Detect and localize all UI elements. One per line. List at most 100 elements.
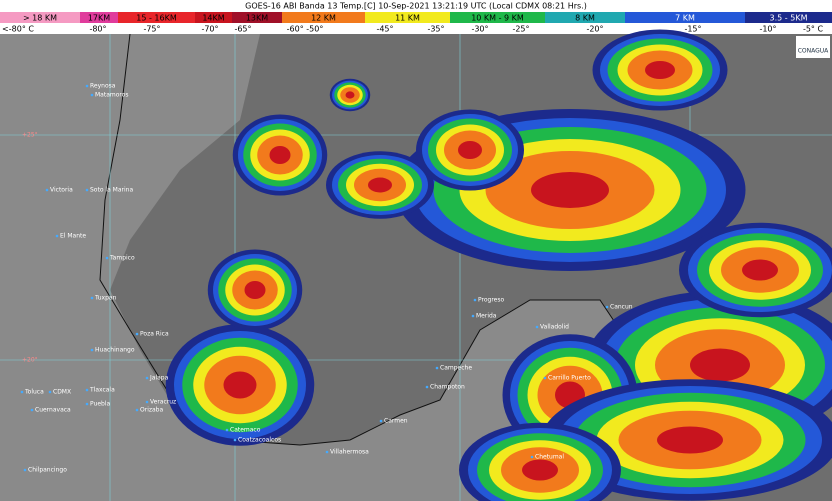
city-label: Reynosa bbox=[90, 83, 116, 90]
city-marker bbox=[425, 385, 429, 389]
temperature-label: -70° bbox=[201, 25, 218, 34]
coastline bbox=[99, 33, 621, 446]
city-label: Tlaxcala bbox=[89, 387, 115, 394]
temperature-label: -35° bbox=[427, 25, 444, 34]
legend-label: 11 KM bbox=[395, 14, 420, 23]
city-label: Champoton bbox=[430, 384, 465, 391]
cloud bbox=[645, 61, 675, 79]
city-label: Chetumal bbox=[535, 454, 564, 461]
legend-label: 12 KM bbox=[311, 14, 336, 23]
city-label: Valladolid bbox=[540, 324, 569, 331]
city-label: CDMX bbox=[53, 389, 71, 396]
temperature-label: -60° -50° bbox=[287, 25, 324, 34]
temperature-label: -10° bbox=[759, 25, 776, 34]
temperature-label: -15° bbox=[684, 25, 701, 34]
city-marker bbox=[225, 428, 229, 432]
city-label: Catemaco bbox=[230, 427, 261, 434]
city-marker bbox=[85, 402, 89, 406]
legend-swatch bbox=[282, 12, 365, 23]
city-label: Cancun bbox=[610, 304, 633, 311]
legend-label: 7 KM bbox=[675, 14, 695, 23]
city-label: Carrillo Puerto bbox=[548, 375, 591, 382]
title: GOES-16 ABI Banda 13 Temp.[C] 10-Sep-202… bbox=[245, 2, 587, 11]
city-marker bbox=[85, 84, 89, 88]
city-marker bbox=[85, 388, 89, 392]
city-marker bbox=[135, 332, 139, 336]
cloud bbox=[531, 172, 609, 208]
legend-label: 3.5 - 5KM bbox=[770, 14, 808, 23]
city-marker bbox=[90, 296, 94, 300]
city-label: Tuxpan bbox=[94, 295, 117, 302]
city-marker bbox=[530, 455, 534, 459]
legend-label: > 18 KM bbox=[23, 14, 57, 23]
city-label: Veracruz bbox=[150, 399, 176, 406]
cloud bbox=[690, 348, 750, 382]
city-marker bbox=[471, 314, 475, 318]
temperature-label: -75° bbox=[143, 25, 160, 34]
city-label: Chilpancingo bbox=[28, 467, 67, 474]
land bbox=[0, 34, 620, 501]
legend-label: 17KM bbox=[88, 14, 110, 23]
city-marker bbox=[105, 256, 109, 260]
city-label: Poza Rica bbox=[140, 331, 169, 338]
city-marker bbox=[605, 305, 609, 309]
cloud bbox=[269, 146, 291, 164]
cloud bbox=[458, 141, 482, 159]
legend-label: 13KM bbox=[246, 14, 268, 23]
city-label: Progreso bbox=[478, 297, 504, 304]
temperature-label: -65° bbox=[234, 25, 251, 34]
legend-swatch bbox=[118, 12, 195, 23]
legend-swatch bbox=[232, 12, 282, 23]
legend-swatch bbox=[625, 12, 745, 23]
city-marker bbox=[473, 298, 477, 302]
temperature-label: -20° bbox=[586, 25, 603, 34]
city-marker bbox=[85, 188, 89, 192]
logo-bg bbox=[796, 36, 830, 58]
city-marker bbox=[135, 408, 139, 412]
city-label: Carmen bbox=[384, 418, 408, 425]
cloud bbox=[742, 259, 778, 281]
logo: CONAGUA bbox=[798, 48, 829, 55]
city-marker bbox=[233, 438, 237, 442]
temperature-label: <-80° C bbox=[2, 25, 34, 34]
legend-swatch bbox=[545, 12, 625, 23]
city-label: Huachinango bbox=[95, 347, 135, 354]
cloud bbox=[522, 459, 558, 481]
city-label: Campeche bbox=[440, 365, 472, 372]
cloud bbox=[244, 281, 266, 299]
city-label: Merida bbox=[476, 313, 497, 320]
city-marker bbox=[90, 93, 94, 97]
city-label: Victoria bbox=[50, 187, 73, 194]
clouds bbox=[165, 29, 832, 501]
legend-swatch bbox=[365, 12, 450, 23]
legend-swatch bbox=[80, 12, 118, 23]
city-marker bbox=[325, 450, 329, 454]
city-marker bbox=[48, 390, 52, 394]
legend-swatch bbox=[195, 12, 232, 23]
city-label: Tampico bbox=[109, 255, 135, 262]
temperature-label: -30° bbox=[471, 25, 488, 34]
city-label: Villahermosa bbox=[330, 449, 369, 456]
legend-label: 15 - 16KM bbox=[136, 14, 177, 23]
city-marker bbox=[435, 366, 439, 370]
city-marker bbox=[30, 408, 34, 412]
city-label: Orizaba bbox=[140, 407, 163, 414]
city-marker bbox=[55, 234, 59, 238]
cloud bbox=[657, 426, 723, 454]
city-marker bbox=[20, 390, 24, 394]
city-label: El Mante bbox=[60, 233, 86, 240]
temperature-label: -5° C bbox=[803, 25, 824, 34]
cloud bbox=[368, 177, 392, 193]
city-marker bbox=[535, 325, 539, 329]
city-label: Coatzacoalcos bbox=[238, 437, 281, 444]
city-label: Toluca bbox=[24, 389, 44, 396]
city-label: Matamoros bbox=[95, 92, 129, 99]
temperature-label: -80° bbox=[89, 25, 106, 34]
city-label: Cuernavaca bbox=[35, 407, 71, 414]
city-label: Puebla bbox=[90, 401, 110, 408]
city-marker bbox=[145, 376, 149, 380]
legend-swatch bbox=[0, 12, 80, 23]
city-marker bbox=[543, 376, 547, 380]
